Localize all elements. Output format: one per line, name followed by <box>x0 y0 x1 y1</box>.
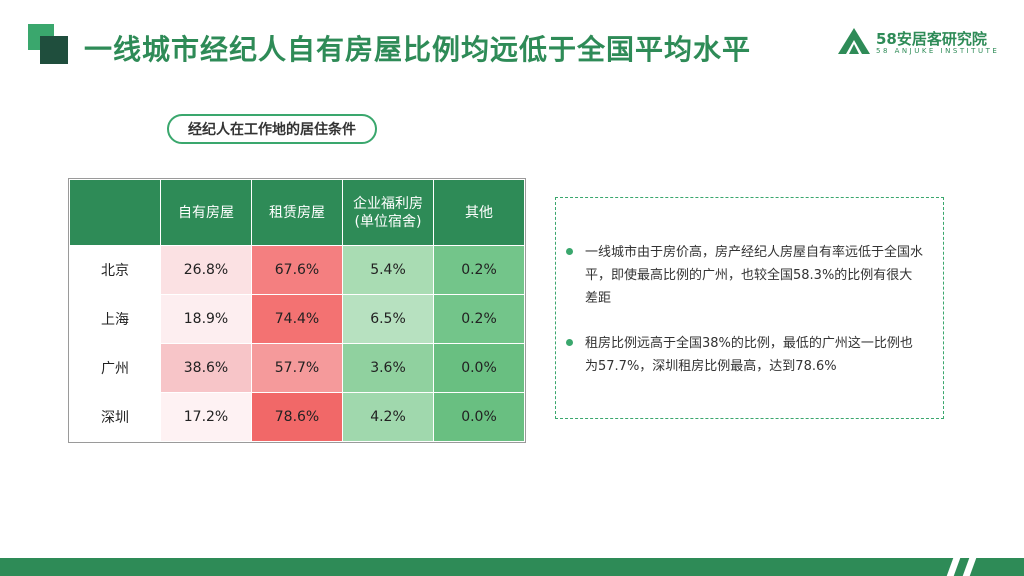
header-other: 其他 <box>433 179 525 246</box>
value-cell: 0.2% <box>433 245 525 295</box>
page-title: 一线城市经纪人自有房屋比例均远低于全国平均水平 <box>84 33 752 66</box>
note-text: 一线城市由于房价高，房产经纪人房屋自有率远低于全国水平，即使最高比例的广州，也较… <box>585 245 924 306</box>
table-header-row: 自有房屋 租赁房屋 企业福利房 (单位宿舍) 其他 <box>69 179 525 246</box>
table-row: 广州 38.6% 57.7% 3.6% 0.0% <box>69 343 525 393</box>
value-cell: 0.0% <box>433 343 525 393</box>
value-cell: 17.2% <box>160 392 252 442</box>
value-cell: 26.8% <box>160 245 252 295</box>
institute-logo: 58安居客研究院 58 ANJUKE INSTITUTE <box>836 26 1006 66</box>
city-cell: 上海 <box>69 294 161 344</box>
value-cell: 4.2% <box>342 392 434 442</box>
value-cell: 57.7% <box>251 343 343 393</box>
housing-table: 自有房屋 租赁房屋 企业福利房 (单位宿舍) 其他 北京 26.8% 67.6% … <box>69 179 525 442</box>
value-cell: 78.6% <box>251 392 343 442</box>
value-cell: 18.9% <box>160 294 252 344</box>
title-accent-square-dark <box>40 36 68 64</box>
value-cell: 0.2% <box>433 294 525 344</box>
value-cell: 6.5% <box>342 294 434 344</box>
note-item: 一线城市由于房价高，房产经纪人房屋自有率远低于全国水平，即使最高比例的广州，也较… <box>566 241 925 310</box>
city-cell: 广州 <box>69 343 161 393</box>
header-rented: 租赁房屋 <box>251 179 343 246</box>
value-cell: 74.4% <box>251 294 343 344</box>
city-cell: 深圳 <box>69 392 161 442</box>
note-text: 租房比例远高于全国38%的比例，最低的广州这一比例也为57.7%，深圳租房比例最… <box>585 336 913 374</box>
value-cell: 67.6% <box>251 245 343 295</box>
title-accent-mark <box>28 24 72 68</box>
header-company-housing: 企业福利房 (单位宿舍) <box>342 179 434 246</box>
logo-name: 58安居客研究院 <box>876 30 987 48</box>
value-cell: 0.0% <box>433 392 525 442</box>
header-corner <box>69 179 161 246</box>
bullet-dot-icon <box>566 339 573 346</box>
notes-box: 一线城市由于房价高，房产经纪人房屋自有率远低于全国水平，即使最高比例的广州，也较… <box>555 197 944 419</box>
table-row: 北京 26.8% 67.6% 5.4% 0.2% <box>69 245 525 295</box>
value-cell: 38.6% <box>160 343 252 393</box>
table-row: 深圳 17.2% 78.6% 4.2% 0.0% <box>69 392 525 442</box>
note-item: 租房比例远高于全国38%的比例，最低的广州这一比例也为57.7%，深圳租房比例最… <box>566 332 925 378</box>
logo-subtitle: 58 ANJUKE INSTITUTE <box>876 47 1000 55</box>
anjuke-logo-icon <box>838 28 870 54</box>
value-cell: 5.4% <box>342 245 434 295</box>
bullet-dot-icon <box>566 248 573 255</box>
header-owned: 自有房屋 <box>160 179 252 246</box>
value-cell: 3.6% <box>342 343 434 393</box>
table-subtitle: 经纪人在工作地的居住条件 <box>167 114 377 144</box>
footer-bar <box>0 558 1024 576</box>
city-cell: 北京 <box>69 245 161 295</box>
table-row: 上海 18.9% 74.4% 6.5% 0.2% <box>69 294 525 344</box>
